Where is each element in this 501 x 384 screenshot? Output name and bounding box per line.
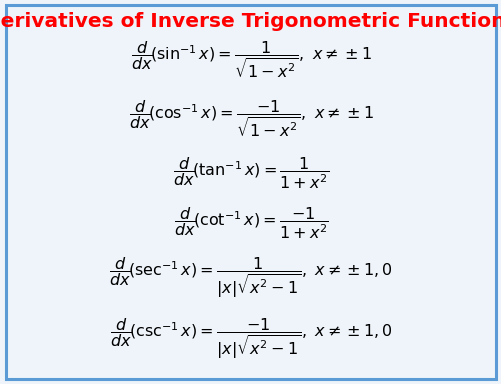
Text: $\dfrac{d}{dx}\!\left(\csc^{-1}x\right)=\dfrac{-1}{|x|\sqrt{x^{2}-1}},\ x\neq\pm: $\dfrac{d}{dx}\!\left(\csc^{-1}x\right)=…	[109, 316, 392, 361]
Text: $\dfrac{d}{dx}\!\left(\sec^{-1}x\right)=\dfrac{1}{|x|\sqrt{x^{2}-1}},\ x\neq\pm1: $\dfrac{d}{dx}\!\left(\sec^{-1}x\right)=…	[109, 255, 392, 300]
Text: $\dfrac{d}{dx}\!\left(\cot^{-1}x\right)=\dfrac{-1}{1+x^{2}}$: $\dfrac{d}{dx}\!\left(\cot^{-1}x\right)=…	[173, 205, 328, 240]
Text: $\dfrac{d}{dx}\!\left(\tan^{-1}x\right)=\dfrac{1}{1+x^{2}}$: $\dfrac{d}{dx}\!\left(\tan^{-1}x\right)=…	[172, 155, 329, 190]
Text: $\dfrac{d}{dx}\!\left(\sin^{-1}x\right)=\dfrac{1}{\sqrt{1-x^{2}}},\ x\neq\pm1$: $\dfrac{d}{dx}\!\left(\sin^{-1}x\right)=…	[130, 39, 371, 80]
Text: $\dfrac{d}{dx}\!\left(\cos^{-1}x\right)=\dfrac{-1}{\sqrt{1-x^{2}}},\ x\neq\pm1$: $\dfrac{d}{dx}\!\left(\cos^{-1}x\right)=…	[128, 99, 373, 139]
FancyBboxPatch shape	[6, 5, 495, 379]
Text: Derivatives of Inverse Trigonometric Functions: Derivatives of Inverse Trigonometric Fun…	[0, 12, 501, 31]
